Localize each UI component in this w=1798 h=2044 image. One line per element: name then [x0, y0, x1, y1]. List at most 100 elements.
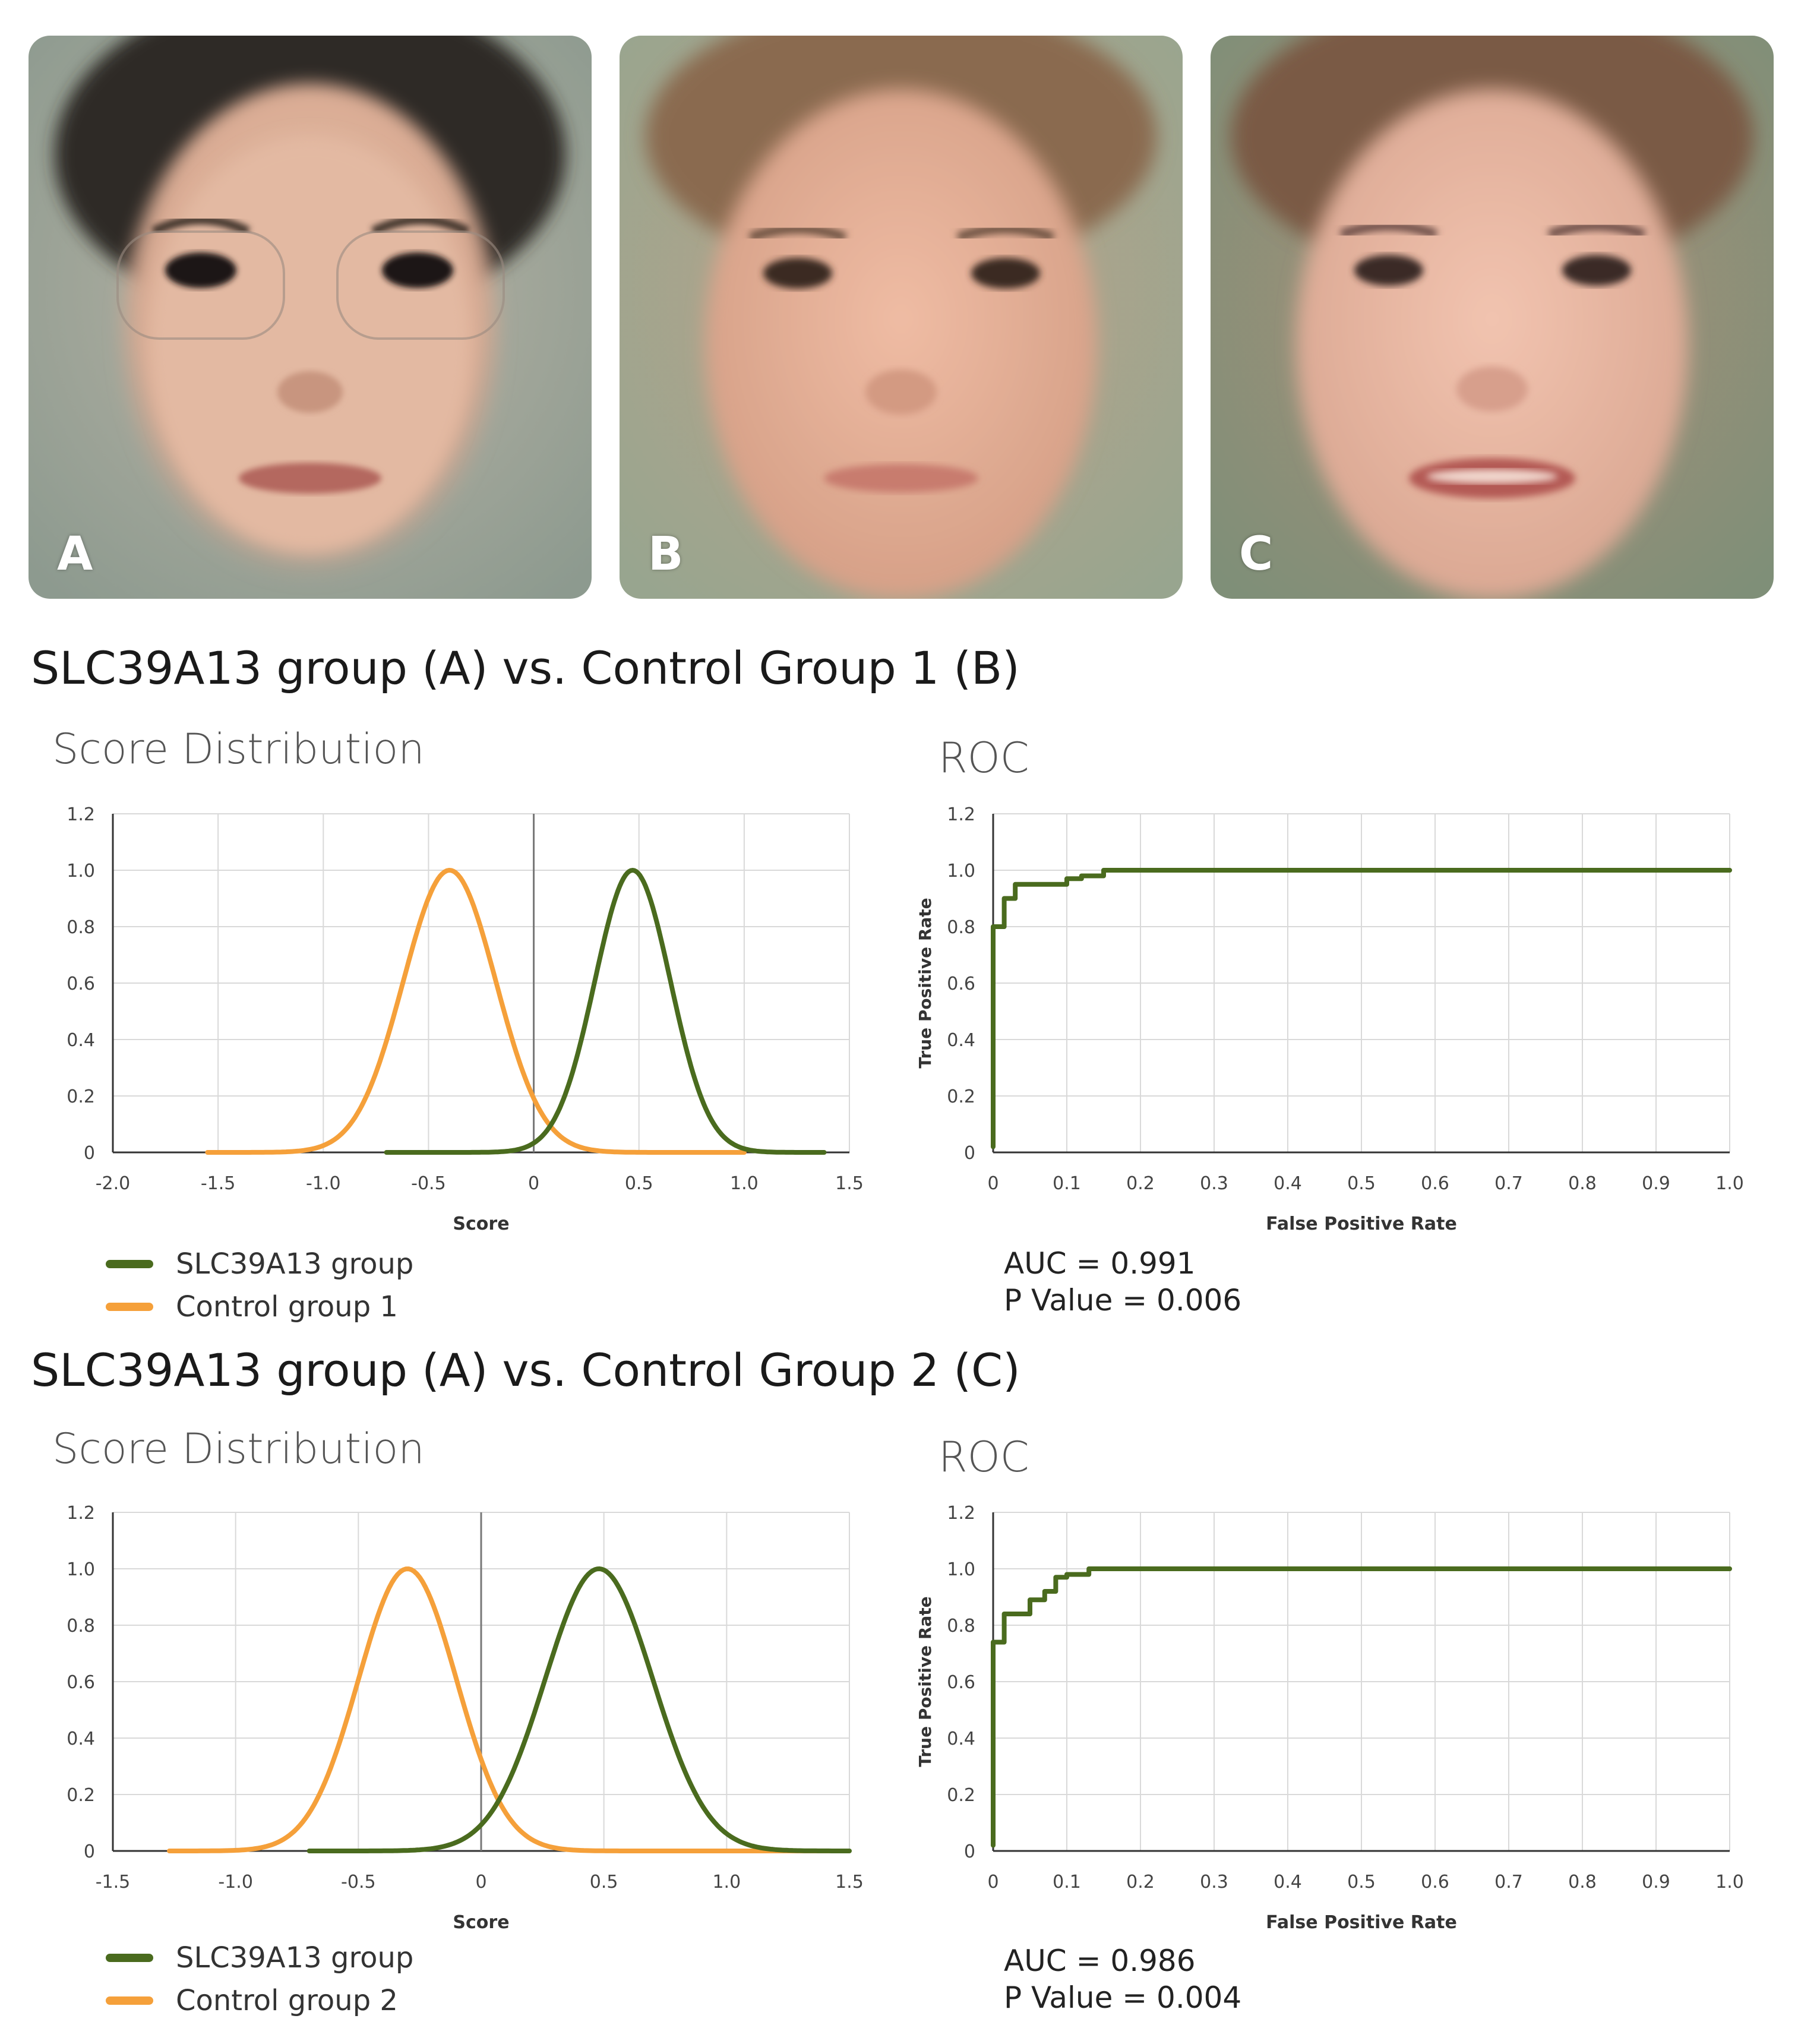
legend-item-group-1: SLC39A13 group — [106, 1247, 413, 1281]
y-tick-label: 0.8 — [947, 917, 975, 938]
x-tick-label: -1.5 — [96, 1872, 131, 1893]
x-tick-label: 0 — [987, 1173, 998, 1194]
x-tick-label: 0.1 — [1053, 1173, 1081, 1194]
roc-title-1: ROC — [939, 734, 1029, 782]
face-label-a: A — [57, 527, 93, 581]
x-tick-label: 1.5 — [835, 1173, 864, 1194]
y-axis-label: True Positive Rate — [915, 898, 935, 1068]
roc-curve — [991, 1566, 1732, 1848]
x-tick-label: 0.4 — [1274, 1173, 1302, 1194]
slc39a13-group-curve — [384, 868, 827, 1155]
section-2-title: SLC39A13 group (A) vs. Control Group 2 (… — [31, 1344, 1020, 1397]
y-tick-label: 0.6 — [947, 974, 975, 994]
legend-label-group-2: SLC39A13 group — [176, 1941, 414, 1975]
legend-label-control-2: Control group 2 — [176, 1984, 398, 2017]
legend-item-control-1: Control group 1 — [106, 1290, 398, 1323]
score-distribution-chart-1: -2.0 -1.5 -1.0 -0.5 0 0.5 1.0 1.5 0 0.2 0.4 0.6 0.8 1… — [67, 804, 864, 1234]
x-tick-label: 0 — [528, 1173, 539, 1194]
y-tick-label: 0.4 — [67, 1729, 95, 1749]
x-tick-label: 0.3 — [1200, 1173, 1228, 1194]
y-tick-label: 1.2 — [947, 1503, 975, 1524]
y-tick-label: 0.2 — [67, 1086, 95, 1107]
y-tick-label: 1.2 — [67, 804, 95, 825]
face-label-c: C — [1239, 527, 1274, 581]
control-group-1-curve — [205, 868, 747, 1155]
y-tick-label: 0.6 — [67, 974, 95, 994]
y-tick-label: 0.4 — [67, 1030, 95, 1051]
x-tick-label: 0.2 — [1126, 1173, 1155, 1194]
legend-item-group-2: SLC39A13 group — [106, 1941, 413, 1975]
score-distribution-chart-2: -1.5 -1.0 -0.5 0 0.5 1.0 1.5 0 0.2 0.4 0.6 0.8 1.0 1.… — [67, 1503, 864, 1933]
y-tick-label: 0.4 — [947, 1729, 975, 1749]
x-tick-label: 0.6 — [1421, 1173, 1449, 1194]
x-tick-label: 1.0 — [712, 1872, 741, 1893]
roc-title-2: ROC — [939, 1433, 1029, 1481]
face-b-illustration — [620, 36, 1183, 599]
x-tick-label: 0.9 — [1642, 1872, 1670, 1893]
x-tick-label: 0.9 — [1642, 1173, 1670, 1194]
y-tick-label: 1.0 — [947, 861, 975, 882]
x-tick-label: 0 — [987, 1872, 998, 1893]
legend-swatch-green-2 — [106, 1954, 153, 1962]
x-tick-label: 0.3 — [1200, 1872, 1228, 1893]
x-tick-label: 0.4 — [1274, 1872, 1302, 1893]
legend-label-control-1: Control group 1 — [176, 1290, 398, 1323]
x-tick-label: 0.5 — [625, 1173, 653, 1194]
y-tick-label: 0.8 — [947, 1616, 975, 1637]
roc-chart-1: 0 0.1 0.2 0.3 0.4 0.5 0.6 0.7 0.8 0.9 1.0 0 0.2 0.4 0.… — [915, 804, 1744, 1234]
y-tick-label: 0.2 — [947, 1086, 975, 1107]
x-tick-label: 0.6 — [1421, 1872, 1449, 1893]
y-tick-label: 0 — [964, 1143, 975, 1164]
y-tick-label: 1.0 — [67, 861, 95, 882]
y-tick-label: 1.0 — [67, 1559, 95, 1580]
control-group-2-curve — [167, 1566, 840, 1853]
section-1-title: SLC39A13 group (A) vs. Control Group 1 (… — [31, 642, 1020, 694]
y-tick-label: 1.0 — [947, 1559, 975, 1580]
slc39a13-group-curve — [306, 1566, 852, 1853]
x-tick-label: 0.5 — [1347, 1872, 1376, 1893]
p-value-1: P Value = 0.006 — [1004, 1283, 1242, 1318]
x-axis-label: False Positive Rate — [1266, 1214, 1457, 1234]
auc-value-1: AUC = 0.991 — [1004, 1246, 1196, 1281]
x-axis-label: False Positive Rate — [1266, 1912, 1457, 1933]
legend-swatch-orange-1 — [106, 1303, 153, 1311]
x-tick-label: 1.0 — [730, 1173, 759, 1194]
face-a-illustration — [29, 36, 592, 599]
y-tick-label: 0.2 — [67, 1785, 95, 1806]
x-tick-label: 0.2 — [1126, 1872, 1155, 1893]
face-label-b: B — [648, 527, 684, 581]
x-tick-label: -0.5 — [411, 1173, 446, 1194]
x-tick-label: 1.0 — [1715, 1872, 1744, 1893]
y-tick-label: 0.4 — [947, 1030, 975, 1051]
x-tick-label: -1.0 — [218, 1872, 253, 1893]
x-tick-label: -1.0 — [306, 1173, 341, 1194]
x-tick-label: 0.7 — [1494, 1173, 1523, 1194]
legend-swatch-green-1 — [106, 1260, 153, 1268]
legend-label-group-1: SLC39A13 group — [176, 1247, 414, 1281]
face-image-b: B — [620, 36, 1183, 599]
x-tick-label: 0 — [475, 1872, 486, 1893]
x-axis-label: Score — [453, 1214, 509, 1234]
x-tick-label: 0.5 — [1347, 1173, 1376, 1194]
y-tick-label: 0.6 — [67, 1672, 95, 1693]
x-tick-label: 0.8 — [1568, 1173, 1597, 1194]
face-c-illustration — [1211, 36, 1774, 599]
x-tick-label: 0.8 — [1568, 1872, 1597, 1893]
y-tick-label: 0.8 — [67, 1616, 95, 1637]
y-tick-label: 0 — [84, 1841, 95, 1862]
roc-chart-2: 0 0.1 0.2 0.3 0.4 0.5 0.6 0.7 0.8 0.9 1.0 0 0.2 0.4 0.… — [915, 1503, 1744, 1933]
x-tick-label: -0.5 — [341, 1872, 376, 1893]
y-tick-label: 0.2 — [947, 1785, 975, 1806]
x-axis-label: Score — [453, 1912, 509, 1933]
y-axis-label: True Positive Rate — [915, 1596, 935, 1767]
y-tick-label: 0.6 — [947, 1672, 975, 1693]
y-tick-label: 0 — [964, 1841, 975, 1862]
y-tick-label: 1.2 — [67, 1503, 95, 1524]
p-value-2: P Value = 0.004 — [1004, 1980, 1242, 2015]
legend-item-control-2: Control group 2 — [106, 1984, 398, 2017]
x-tick-label: -2.0 — [96, 1173, 131, 1194]
x-tick-label: 0.5 — [590, 1872, 618, 1893]
x-tick-label: 0.1 — [1053, 1872, 1081, 1893]
x-tick-label: 0.7 — [1494, 1872, 1523, 1893]
x-tick-label: 1.5 — [835, 1872, 864, 1893]
